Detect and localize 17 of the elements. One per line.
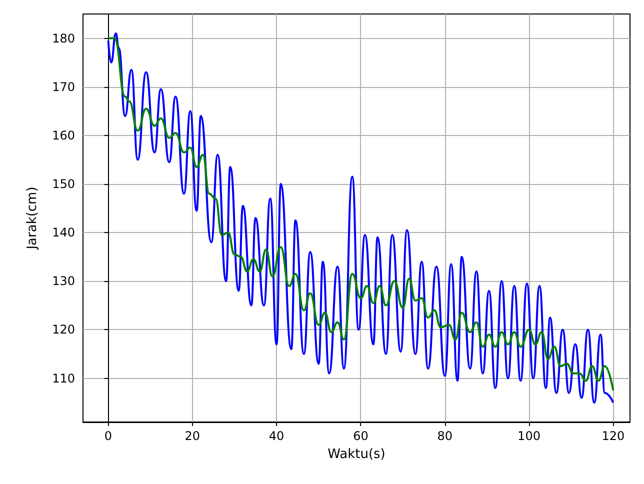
y-tick-label: 140 bbox=[52, 226, 75, 240]
y-tick-label: 160 bbox=[52, 128, 75, 142]
y-tick-label: 110 bbox=[52, 371, 75, 386]
x-tick-label: 60 bbox=[353, 429, 368, 443]
y-axis-title: Jarak(cm) bbox=[25, 186, 40, 250]
y-tick-label: 180 bbox=[52, 31, 75, 46]
x-axis-title: Waktu(s) bbox=[328, 447, 386, 462]
y-tick-label: 170 bbox=[52, 80, 75, 94]
y-tick-label: 130 bbox=[52, 274, 75, 288]
y-tick-label: 150 bbox=[52, 177, 75, 191]
x-tick-label: 100 bbox=[518, 429, 540, 443]
x-tick-label: 120 bbox=[602, 429, 625, 443]
x-tick-label: 20 bbox=[184, 429, 200, 443]
x-tick-label: 80 bbox=[437, 429, 452, 443]
x-tick-label: 40 bbox=[268, 429, 284, 443]
y-tick-label: 120 bbox=[52, 322, 75, 337]
x-tick-label: 0 bbox=[104, 429, 112, 443]
